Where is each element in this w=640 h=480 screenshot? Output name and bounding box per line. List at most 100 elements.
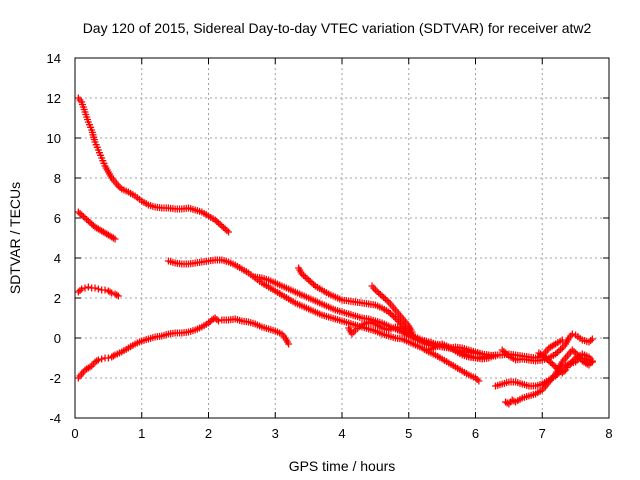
data-point: [558, 369, 566, 377]
data-point: [225, 228, 233, 236]
x-tick-label: 5: [405, 426, 412, 441]
data-point: [378, 292, 386, 300]
x-tick-label: 7: [539, 426, 546, 441]
data-point: [390, 313, 398, 320]
data-point: [555, 347, 563, 355]
x-tick-label: 8: [605, 426, 612, 441]
data-point: [310, 281, 318, 288]
data-point: [78, 285, 86, 293]
data-point: [86, 219, 94, 226]
data-point: [381, 295, 389, 303]
data-point: [83, 216, 91, 223]
data-point: [557, 368, 565, 375]
data-point: [94, 356, 102, 364]
data-point: [215, 317, 223, 325]
data-point: [393, 316, 401, 324]
data-point: [547, 359, 555, 366]
data-point: [211, 216, 219, 224]
data-point: [74, 288, 82, 296]
data-point: [373, 288, 381, 295]
data-point: [473, 376, 481, 383]
data-point: [84, 283, 92, 291]
data-point: [570, 348, 578, 355]
data-point: [552, 350, 560, 358]
data-point: [116, 184, 124, 191]
data-point: [86, 363, 94, 371]
data-point: [306, 278, 314, 285]
data-point: [114, 182, 122, 190]
data-point: [98, 355, 106, 363]
data-point: [81, 284, 89, 292]
data-point: [568, 346, 576, 354]
x-tick-label: 3: [272, 426, 279, 441]
data-point: [76, 287, 84, 294]
data-point: [88, 220, 96, 228]
data-point: [91, 284, 99, 292]
data-point: [553, 365, 561, 372]
x-tick-label: 4: [338, 426, 345, 441]
chart-title: Day 120 of 2015, Sidereal Day-to-day VTE…: [83, 20, 592, 36]
data-point: [298, 270, 306, 278]
data-point: [383, 297, 391, 304]
data-point: [585, 338, 593, 346]
series-arc-4: [74, 314, 293, 382]
data-point: [587, 337, 595, 344]
data-point: [388, 311, 396, 319]
data-point: [308, 279, 316, 287]
data-point: [555, 366, 563, 374]
data-point: [76, 210, 84, 217]
data-point: [285, 340, 293, 348]
data-point: [104, 354, 112, 362]
x-tick-label: 1: [138, 426, 145, 441]
data-point: [562, 366, 570, 374]
data-point: [568, 330, 576, 338]
data-point: [78, 211, 86, 219]
data-point: [537, 350, 545, 358]
x-tick-label: 6: [472, 426, 479, 441]
x-tick-label: 2: [205, 426, 212, 441]
y-tick-labels: -4 -2 0 2 4 6 8 10 12 14: [47, 51, 61, 426]
data-point: [550, 341, 558, 349]
data-point: [535, 349, 543, 357]
data-point: [472, 374, 479, 382]
data-point: [550, 362, 558, 369]
data-point: [548, 360, 556, 368]
x-axis-label: GPS time / hours: [289, 458, 396, 474]
data-point: [205, 319, 212, 327]
data-point: [543, 356, 551, 363]
data-point: [376, 291, 384, 298]
data-point: [395, 318, 403, 325]
data-point: [583, 360, 591, 368]
plot-border: [74, 57, 610, 419]
series-layer: [74, 94, 596, 408]
data-point: [108, 289, 116, 297]
data-point: [542, 354, 550, 362]
data-point: [213, 218, 221, 225]
data-point: [371, 286, 379, 294]
series-arc-1: [74, 94, 233, 236]
y-tick-label: 4: [54, 251, 61, 266]
series-arc-3: [74, 283, 122, 300]
data-point: [557, 346, 565, 353]
data-point: [503, 399, 511, 407]
series-arc-9: [368, 282, 416, 336]
data-point: [106, 288, 114, 296]
data-point: [94, 285, 102, 293]
data-point: [475, 377, 483, 385]
data-point: [553, 349, 561, 356]
data-point: [220, 224, 228, 231]
data-point: [588, 335, 596, 343]
y-tick-label: 12: [47, 91, 61, 106]
y-tick-label: 10: [47, 131, 61, 146]
data-point: [375, 289, 383, 297]
data-point: [502, 349, 510, 357]
y-axis-label: SDTVAR / TECUs: [7, 182, 23, 294]
data-point: [111, 235, 119, 243]
y-tick-label: -2: [49, 371, 61, 386]
data-point: [218, 222, 226, 230]
data-point: [211, 314, 219, 322]
series-arc-13: [502, 346, 596, 408]
data-point: [84, 217, 92, 225]
data-point: [79, 213, 87, 220]
